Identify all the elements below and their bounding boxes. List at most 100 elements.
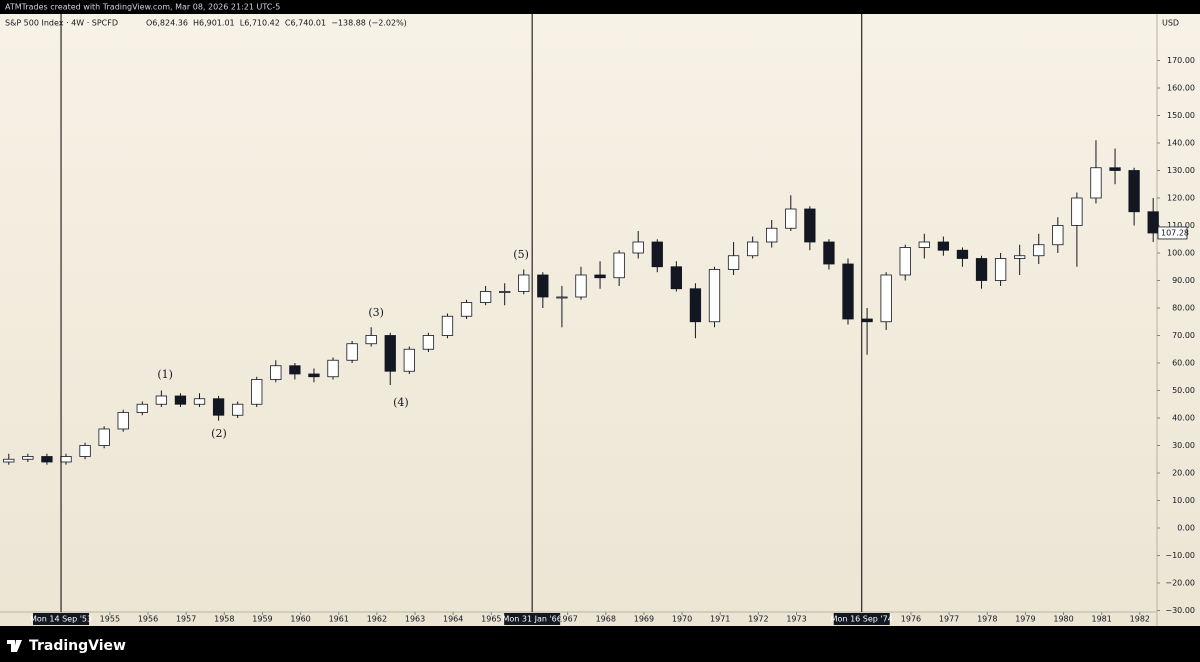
candle-body — [594, 274, 606, 279]
y-tick-label: 50.00 — [1172, 386, 1195, 395]
footer-logo: TradingView — [7, 638, 126, 654]
currency: USD — [1162, 19, 1179, 28]
y-tick-label: 120.00 — [1167, 193, 1195, 202]
logo-icon — [7, 640, 22, 652]
candle-body — [937, 241, 950, 251]
event-label: Mon 31 Jan '66 — [502, 615, 561, 624]
candle-body — [60, 456, 72, 463]
x-tick-label: 1957 — [176, 615, 196, 624]
plot-area: −30.00 −20.00 −10.00 0.00 10.00 20.00 30.00 40.… — [3, 14, 1195, 625]
x-tick-label: 1967 — [557, 615, 577, 624]
candle-body — [670, 266, 682, 290]
candle-body — [1128, 170, 1140, 213]
candle-body — [918, 241, 930, 248]
candle-body — [708, 269, 721, 323]
candle-body — [746, 241, 759, 257]
x-tick-label: 1961 — [329, 615, 349, 624]
candle-body — [1090, 167, 1102, 199]
ohlc-summary: O6,824.36 H6,901.01 L6,710.42 C6,740.01 … — [146, 19, 407, 28]
last-price-box — [1157, 226, 1188, 240]
candle-body — [212, 398, 225, 416]
x-tick-label: 1962 — [367, 615, 387, 624]
event-label: Mon 14 Sep '53 — [30, 615, 92, 624]
x-tick-label: 1955 — [100, 615, 120, 624]
y-tick-label: 80.00 — [1172, 303, 1195, 312]
x-tick-label: 1969 — [634, 615, 654, 624]
y-tick-label: 140.00 — [1167, 138, 1195, 147]
candle-body — [632, 241, 644, 254]
candle-body — [1147, 211, 1159, 234]
y-tick-label: 110.00 — [1167, 221, 1195, 230]
candle-body — [994, 258, 1007, 281]
candle-body — [346, 343, 358, 361]
candle-body — [575, 274, 587, 298]
candle-body — [79, 445, 91, 457]
x-tick-label: 1956 — [138, 615, 158, 624]
candle-body — [689, 288, 702, 323]
y-tick-label: 150.00 — [1167, 111, 1195, 120]
candle-body — [727, 255, 740, 270]
wave-label: (5) — [513, 248, 529, 261]
y-tick-label: 20.00 — [1172, 468, 1195, 477]
x-tick-label: 1971 — [710, 615, 730, 624]
x-tick-label: 1981 — [1092, 615, 1112, 624]
x-tick-label: 1978 — [977, 615, 997, 624]
candle-body — [289, 365, 301, 375]
candle-body — [479, 291, 492, 303]
wave-label: (4) — [393, 396, 409, 409]
candle-body — [785, 208, 797, 229]
candle-body — [308, 373, 320, 378]
candle-body — [117, 412, 129, 430]
candle-body — [499, 291, 511, 293]
candle-body — [22, 456, 34, 460]
x-tick-label: 1976 — [901, 615, 921, 624]
candle-body — [41, 456, 53, 463]
x-tick-label: 1959 — [252, 615, 272, 624]
y-tick-label: 30.00 — [1172, 441, 1195, 450]
candle-body — [880, 274, 892, 323]
candle-body — [842, 263, 854, 320]
candle-body — [403, 348, 415, 372]
candle-body — [441, 315, 454, 336]
candle-body — [460, 302, 473, 317]
candle-body — [823, 241, 835, 265]
x-tick-label: 1977 — [939, 615, 959, 624]
x-tick-label: 1963 — [405, 615, 425, 624]
y-tick-label: 0.00 — [1177, 523, 1195, 532]
y-tick-label: 10.00 — [1172, 496, 1195, 505]
candle-body — [232, 403, 244, 416]
candle-body — [422, 335, 435, 350]
candle-body — [1071, 197, 1083, 226]
candle-body — [193, 398, 206, 405]
candle-body — [251, 379, 263, 405]
candle-body — [975, 258, 988, 281]
candle-body — [899, 247, 911, 276]
candle-body — [651, 241, 663, 268]
event-label: Mon 16 Sep '74 — [831, 615, 893, 624]
x-tick-label: 1960 — [290, 615, 310, 624]
y-tick-label: 90.00 — [1172, 276, 1195, 285]
y-tick-label: 170.00 — [1167, 56, 1195, 65]
x-tick-label: 1980 — [1053, 615, 1073, 624]
attribution: ATMTrades created with TradingView.com, … — [5, 3, 280, 12]
event-label-box — [504, 613, 561, 625]
candle-body — [327, 359, 339, 378]
candle-body — [3, 458, 15, 463]
candle-body — [1052, 225, 1064, 246]
candle-body — [136, 403, 148, 413]
x-tick-label: 1965 — [481, 615, 501, 624]
candle-body — [804, 208, 816, 243]
x-tick-label: 1982 — [1130, 615, 1150, 624]
candle-body — [270, 365, 282, 380]
candle-body — [537, 274, 549, 298]
x-tick-label: 1973 — [786, 615, 806, 624]
candle-body — [556, 296, 568, 299]
y-tick-label: 160.00 — [1167, 83, 1195, 92]
x-tick-label: 1964 — [443, 615, 463, 624]
brand: TradingView — [29, 638, 126, 654]
candle-body — [518, 274, 530, 292]
y-tick-label: 40.00 — [1172, 413, 1195, 422]
y-tick-label: 130.00 — [1167, 166, 1195, 175]
candle-body — [613, 252, 625, 279]
